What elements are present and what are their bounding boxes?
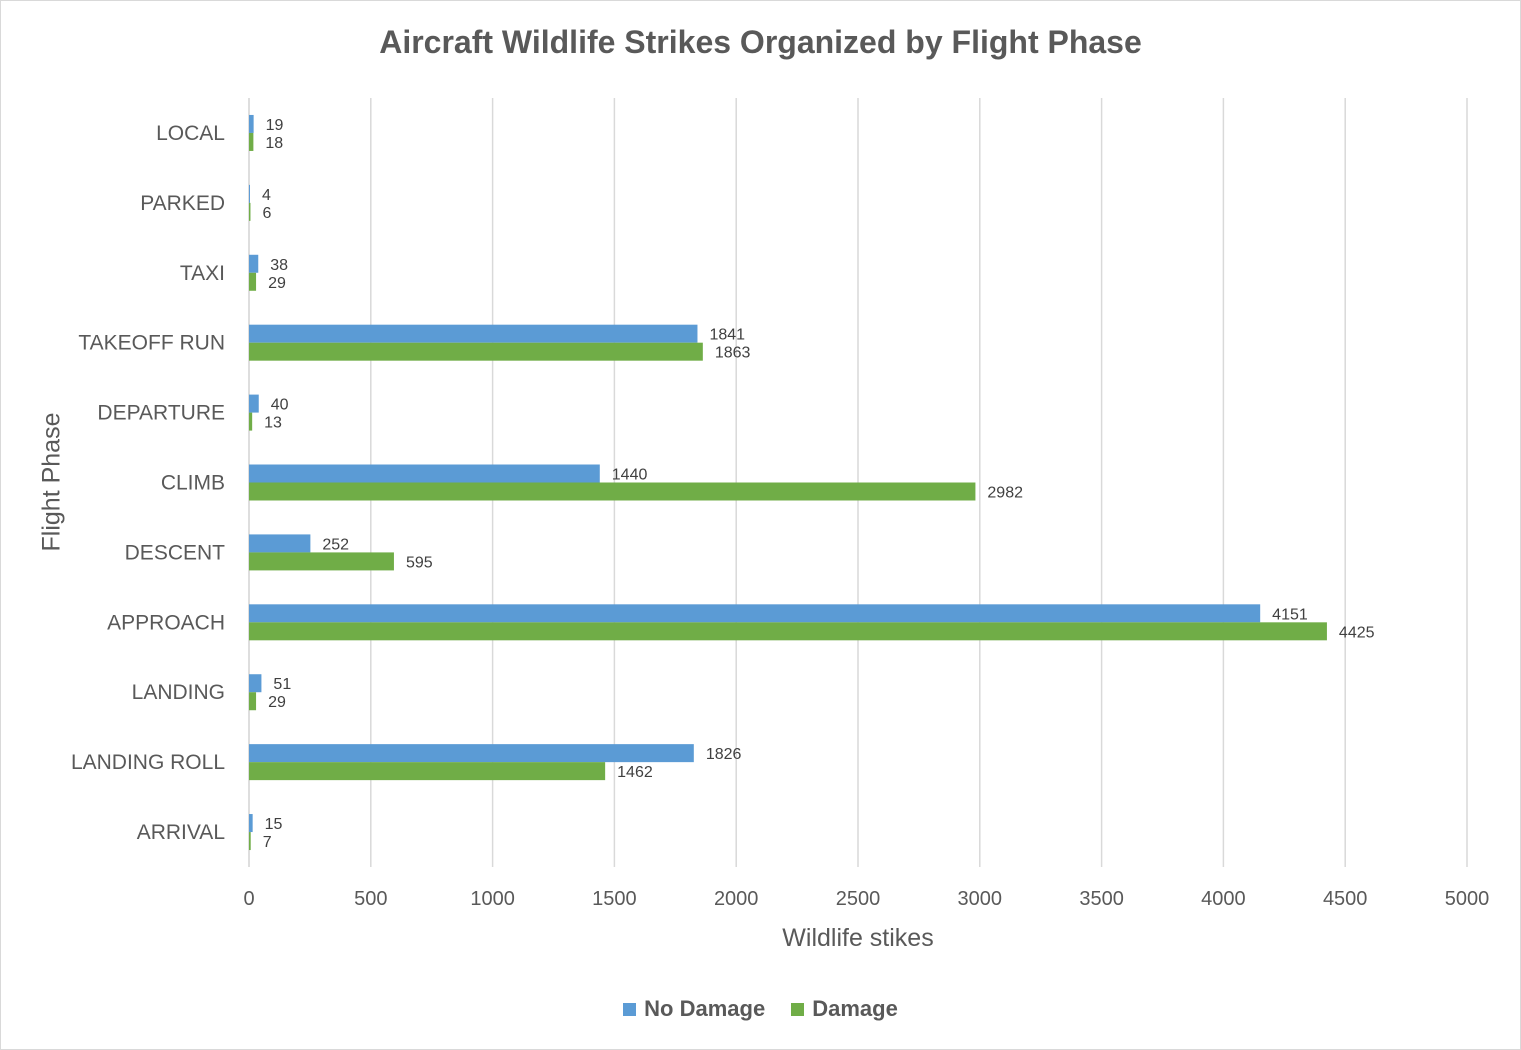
bar-approach-damage [249,622,1327,641]
bar-parked-damage [249,202,251,221]
bar-takeoff-run-damage [249,342,703,361]
legend-swatch-no-damage [623,1002,637,1016]
legend-label-damage: Damage [812,996,898,1021]
y-category-label-approach: APPROACH [107,611,225,634]
x-tick-label-1500: 1500 [592,888,637,910]
y-category-label-descent: DESCENT [125,541,226,564]
x-tick-label-500: 500 [354,888,387,910]
legend: No Damage Damage [0,996,1521,1022]
bar-local-no-damage [249,114,254,133]
data-label-approach-damage: 4425 [1339,624,1375,641]
y-category-label-parked: PARKED [140,192,225,215]
bar-climb-damage [249,482,976,501]
x-tick-label-3500: 3500 [1079,888,1124,910]
y-category-label-climb: CLIMB [161,472,225,495]
data-label-taxi-no-damage: 38 [270,257,288,274]
x-tick-label-1000: 1000 [470,888,515,910]
bar-departure-damage [249,412,253,431]
bar-taxi-no-damage [249,254,259,273]
bar-arrival-no-damage [249,814,253,833]
y-category-label-arrival: ARRIVAL [137,821,225,844]
x-tick-label-3000: 3000 [958,888,1003,910]
bar-arrival-damage [249,832,251,851]
data-label-landing-damage: 29 [268,694,286,711]
data-label-departure-no-damage: 40 [271,397,289,414]
x-tick-label-2000: 2000 [714,888,759,910]
bar-approach-no-damage [249,604,1261,623]
y-category-label-landing: LANDING [132,681,225,704]
legend-item-damage: Damage [791,996,898,1022]
data-label-landing-roll-no-damage: 1826 [706,746,742,763]
data-label-approach-no-damage: 4151 [1272,606,1308,623]
y-category-label-local: LOCAL [156,122,225,145]
x-tick-label-5000: 5000 [1445,888,1490,910]
data-label-arrival-no-damage: 15 [265,816,283,833]
data-label-climb-damage: 2982 [987,485,1023,502]
bar-descent-no-damage [249,534,311,553]
bar-landing-no-damage [249,674,262,693]
data-label-descent-damage: 595 [406,554,433,571]
bar-descent-damage [249,552,394,571]
legend-swatch-damage [791,1002,805,1016]
y-category-label-departure: DEPARTURE [97,402,225,425]
x-tick-label-4500: 4500 [1323,888,1368,910]
bar-departure-no-damage [249,394,259,413]
bar-parked-no-damage [249,184,250,203]
x-tick-label-2500: 2500 [836,888,881,910]
data-label-descent-no-damage: 252 [322,536,349,553]
data-label-climb-no-damage: 1440 [612,467,648,484]
data-label-takeoff-run-damage: 1863 [715,345,751,362]
data-label-landing-no-damage: 51 [273,676,291,693]
x-tick-label-0: 0 [243,888,254,910]
data-label-landing-roll-damage: 1462 [617,764,653,781]
data-label-takeoff-run-no-damage: 1841 [709,327,745,344]
bar-takeoff-run-no-damage [249,324,698,343]
bar-landing-roll-no-damage [249,744,694,763]
data-label-parked-no-damage: 4 [262,187,271,204]
bar-landing-roll-damage [249,762,606,781]
legend-label-no-damage: No Damage [644,996,766,1021]
bar-taxi-damage [249,272,257,291]
x-tick-label-4000: 4000 [1201,888,1246,910]
y-category-label-landing-roll: LANDING ROLL [71,751,225,774]
bar-landing-damage [249,692,257,711]
data-label-departure-damage: 13 [264,415,282,432]
data-label-parked-damage: 6 [262,205,271,222]
chart-title: Aircraft Wildlife Strikes Organized by F… [379,24,1142,60]
x-axis-title: Wildlife stikes [782,924,934,952]
data-label-arrival-damage: 7 [263,834,272,851]
data-label-local-no-damage: 19 [266,117,284,134]
data-label-local-damage: 18 [265,135,283,152]
y-category-label-takeoff-run: TAKEOFF RUN [78,332,225,355]
y-category-label-taxi: TAXI [180,262,225,285]
bar-climb-no-damage [249,464,600,483]
bar-local-damage [249,132,254,151]
legend-item-no-damage: No Damage [623,996,765,1022]
data-label-taxi-damage: 29 [268,275,286,292]
